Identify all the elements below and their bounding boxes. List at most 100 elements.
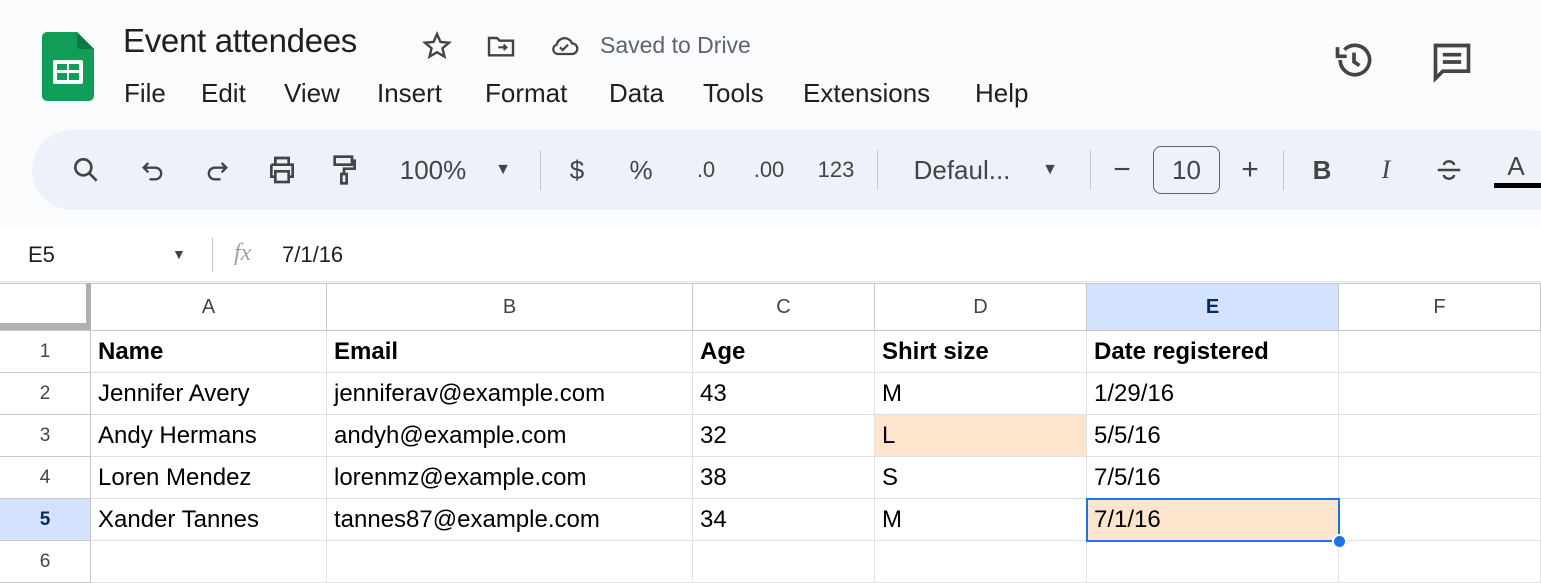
percent-button[interactable]: % xyxy=(629,154,653,185)
zoom-dropdown-icon[interactable]: ▼ xyxy=(495,161,511,178)
cell-e2[interactable]: 1/29/16 xyxy=(1087,373,1339,415)
zoom-select[interactable]: 100% xyxy=(399,154,467,185)
fill-handle[interactable] xyxy=(1332,534,1347,549)
cell-c3[interactable]: 32 xyxy=(693,415,875,457)
row-header-5[interactable]: 5 xyxy=(0,499,91,541)
text-color-button[interactable]: A xyxy=(1507,150,1525,181)
more-formats-button[interactable]: 123 xyxy=(817,157,855,182)
star-icon[interactable] xyxy=(421,30,453,62)
cell-b5[interactable]: tannes87@example.com xyxy=(327,499,693,541)
row-header-4[interactable]: 4 xyxy=(0,457,91,499)
cell-f2[interactable] xyxy=(1339,373,1541,415)
redo-icon[interactable] xyxy=(203,150,231,190)
cell-b4[interactable]: lorenmz@example.com xyxy=(327,457,693,499)
cell-a1[interactable]: Name xyxy=(91,331,327,373)
toolbar-divider xyxy=(540,150,541,190)
comments-icon[interactable] xyxy=(1430,40,1474,84)
sheets-logo[interactable] xyxy=(42,32,94,101)
decrease-decimal-button[interactable]: .0 xyxy=(696,157,716,182)
text-color-swatch xyxy=(1494,183,1541,188)
increase-font-size-button[interactable]: + xyxy=(1241,153,1259,186)
cell-d1[interactable]: Shirt size xyxy=(875,331,1087,373)
cell-e4[interactable]: 7/5/16 xyxy=(1087,457,1339,499)
column-header-a[interactable]: A xyxy=(91,283,327,331)
fx-icon: fx xyxy=(234,240,252,266)
column-header-f[interactable]: F xyxy=(1339,283,1541,331)
cell-d5[interactable]: M xyxy=(875,499,1087,541)
document-title[interactable]: Event attendees xyxy=(123,22,358,59)
save-status: Saved to Drive xyxy=(600,32,751,58)
selection-border xyxy=(1086,498,1340,542)
font-dropdown-icon[interactable]: ▼ xyxy=(1042,161,1058,178)
toolbar-divider xyxy=(1090,150,1091,190)
name-box[interactable]: E5 xyxy=(28,242,55,267)
cell-a6[interactable] xyxy=(91,541,327,583)
cell-a2[interactable]: Jennifer Avery xyxy=(91,373,327,415)
toolbar-divider xyxy=(877,150,878,190)
cell-d6[interactable] xyxy=(875,541,1087,583)
search-icon[interactable] xyxy=(70,150,102,190)
cell-e1[interactable]: Date registered xyxy=(1087,331,1339,373)
cell-f6[interactable] xyxy=(1339,541,1541,583)
cell-a3[interactable]: Andy Hermans xyxy=(91,415,327,457)
strikethrough-icon[interactable] xyxy=(1434,150,1464,190)
italic-button[interactable]: I xyxy=(1381,155,1391,184)
column-header-d[interactable]: D xyxy=(875,283,1087,331)
version-history-icon[interactable] xyxy=(1332,38,1376,82)
increase-decimal-button[interactable]: .00 xyxy=(753,157,785,182)
cell-e6[interactable] xyxy=(1087,541,1339,583)
frozen-column-handle[interactable] xyxy=(86,283,92,330)
cell-a5[interactable]: Xander Tannes xyxy=(91,499,327,541)
menu-extensions[interactable]: Extensions xyxy=(803,78,931,108)
paint-format-icon[interactable] xyxy=(328,150,360,190)
cell-a4[interactable]: Loren Mendez xyxy=(91,457,327,499)
move-folder-icon[interactable] xyxy=(485,30,517,62)
font-select[interactable]: Defaul... xyxy=(913,154,1011,185)
toolbar-divider xyxy=(1283,150,1284,190)
name-box-dropdown-icon[interactable]: ▼ xyxy=(172,246,186,262)
decrease-font-size-button[interactable]: − xyxy=(1113,153,1131,186)
cell-f4[interactable] xyxy=(1339,457,1541,499)
column-header-b[interactable]: B xyxy=(327,283,693,331)
cell-b6[interactable] xyxy=(327,541,693,583)
column-header-c[interactable]: C xyxy=(693,283,875,331)
cell-c6[interactable] xyxy=(693,541,875,583)
cloud-saved-icon[interactable] xyxy=(548,30,580,62)
currency-button[interactable]: $ xyxy=(569,154,585,185)
cell-e3[interactable]: 5/5/16 xyxy=(1087,415,1339,457)
print-icon[interactable] xyxy=(266,150,298,190)
cell-c5[interactable]: 34 xyxy=(693,499,875,541)
row-header-1[interactable]: 1 xyxy=(0,331,91,373)
font-size-input[interactable]: 10 xyxy=(1153,146,1220,194)
menu-tools[interactable]: Tools xyxy=(703,78,764,108)
cell-b1[interactable]: Email xyxy=(327,331,693,373)
cell-c4[interactable]: 38 xyxy=(693,457,875,499)
cell-b2[interactable]: jenniferav@example.com xyxy=(327,373,693,415)
cell-f3[interactable] xyxy=(1339,415,1541,457)
column-header-e[interactable]: E xyxy=(1087,283,1339,331)
row-header-6[interactable]: 6 xyxy=(0,541,91,583)
menu-insert[interactable]: Insert xyxy=(377,78,443,108)
cell-b3[interactable]: andyh@example.com xyxy=(327,415,693,457)
formula-bar xyxy=(0,228,1541,282)
cell-c2[interactable]: 43 xyxy=(693,373,875,415)
menu-data[interactable]: Data xyxy=(609,78,664,108)
undo-icon[interactable] xyxy=(139,150,167,190)
cell-d3[interactable]: L xyxy=(875,415,1087,457)
cell-d4[interactable]: S xyxy=(875,457,1087,499)
row-header-3[interactable]: 3 xyxy=(0,415,91,457)
cell-f5[interactable] xyxy=(1339,499,1541,541)
row-header-2[interactable]: 2 xyxy=(0,373,91,415)
formula-input[interactable]: 7/1/16 xyxy=(282,242,344,267)
cell-f1[interactable] xyxy=(1339,331,1541,373)
formula-divider xyxy=(212,238,213,272)
menu-format[interactable]: Format xyxy=(485,78,568,108)
menu-help[interactable]: Help xyxy=(975,78,1029,108)
menu-file[interactable]: File xyxy=(124,78,166,108)
cell-d2[interactable]: M xyxy=(875,373,1087,415)
menu-view[interactable]: View xyxy=(284,78,340,108)
frozen-row-handle[interactable] xyxy=(0,323,91,330)
cell-c1[interactable]: Age xyxy=(693,331,875,373)
menu-edit[interactable]: Edit xyxy=(201,78,246,108)
bold-button[interactable]: B xyxy=(1312,154,1332,185)
